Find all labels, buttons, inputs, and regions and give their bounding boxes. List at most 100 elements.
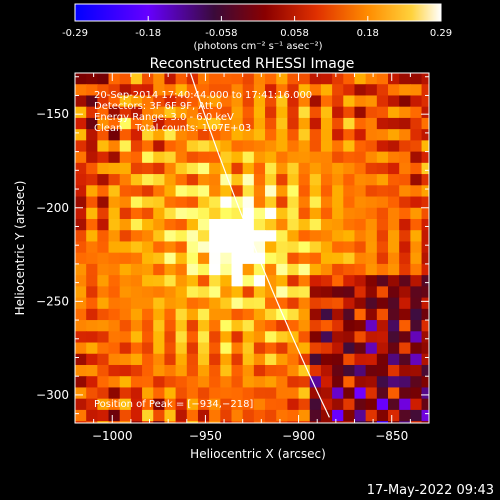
heatmap-cell: [153, 297, 166, 310]
heatmap-cell: [265, 106, 277, 119]
heatmap-cell: [253, 207, 266, 220]
heatmap-cell: [421, 320, 429, 332]
heatmap-cell: [164, 342, 177, 355]
heatmap-cell: [242, 140, 255, 153]
heatmap-cell: [75, 297, 87, 310]
heatmap-cell: [320, 421, 333, 423]
heatmap-cell: [97, 286, 110, 299]
heatmap-cell: [320, 106, 333, 119]
heatmap-cell: [97, 117, 110, 130]
heatmap-cell: [153, 174, 166, 186]
heatmap-cell: [399, 252, 411, 265]
heatmap-cell: [265, 353, 277, 366]
heatmap-cell: [142, 241, 154, 254]
heatmap-cell: [242, 320, 255, 332]
heatmap-cell: [265, 308, 277, 321]
heatmap-cell: [343, 106, 356, 119]
heatmap-cell: [376, 376, 389, 389]
heatmap-cell: [220, 387, 233, 400]
heatmap-cell: [388, 364, 400, 377]
heatmap-cell: [421, 353, 429, 366]
heatmap-cell: [209, 84, 221, 97]
heatmap-cell: [376, 409, 389, 422]
heatmap-cell: [164, 275, 177, 287]
heatmap-cell: [343, 263, 356, 276]
heatmap-cell: [186, 151, 199, 164]
heatmap-cell: [153, 117, 166, 130]
heatmap-cell: [97, 331, 110, 344]
heatmap-cell: [186, 117, 199, 130]
heatmap-cell: [376, 421, 389, 423]
heatmap-cell: [242, 252, 255, 265]
heatmap-cell: [298, 308, 311, 321]
heatmap-cell: [153, 398, 166, 411]
heatmap-cell: [242, 230, 255, 243]
heatmap-cell: [265, 230, 277, 243]
heatmap-cell: [410, 320, 423, 332]
heatmap-cell: [75, 241, 87, 254]
heatmap-cell: [399, 140, 411, 153]
heatmap-cell: [332, 162, 344, 175]
heatmap-cell: [86, 275, 98, 287]
heatmap-cell: [186, 162, 199, 175]
heatmap-cell: [365, 342, 378, 355]
heatmap-cell: [197, 387, 210, 400]
heatmap-cell: [75, 263, 87, 276]
heatmap-cell: [153, 207, 166, 220]
heatmap-cell: [253, 196, 266, 209]
heatmap-cell: [130, 196, 143, 209]
heatmap-cell: [276, 185, 288, 198]
heatmap-cell: [153, 106, 166, 119]
heatmap-cell: [119, 185, 132, 198]
heatmap-cell: [320, 218, 333, 231]
heatmap-cell: [309, 376, 322, 389]
heatmap-cell: [209, 129, 221, 141]
colorbar-tick-label: 0.29: [430, 28, 452, 39]
heatmap-cell: [209, 398, 221, 411]
heatmap-cell: [186, 263, 199, 276]
heatmap-cell: [175, 331, 188, 344]
heatmap-cell: [86, 162, 98, 175]
heatmap-cell: [86, 353, 98, 366]
heatmap-cell: [343, 364, 356, 377]
heatmap-cell: [97, 196, 110, 209]
heatmap-cell: [75, 252, 87, 265]
heatmap-cell: [231, 95, 244, 108]
heatmap-cell: [164, 263, 177, 276]
heatmap-cell: [332, 275, 344, 287]
axis-ticks: −1000 −950 −900 −850 −150 −200 −250 −300: [36, 73, 429, 443]
heatmap-cell: [343, 185, 356, 198]
heatmap-cell: [309, 398, 322, 411]
heatmap: [75, 73, 429, 423]
heatmap-cell: [253, 106, 266, 119]
heatmap-cell: [164, 151, 177, 164]
heatmap-cell: [365, 308, 378, 321]
heatmap-cell: [220, 241, 233, 254]
heatmap-cell: [343, 230, 356, 243]
heatmap-cell: [142, 117, 154, 130]
heatmap-cell: [253, 263, 266, 276]
heatmap-cell: [86, 129, 98, 141]
heatmap-cell: [298, 252, 311, 265]
heatmap-cell: [298, 84, 311, 97]
heatmap-cell: [186, 320, 199, 332]
heatmap-cell: [388, 230, 400, 243]
heatmap-cell: [410, 398, 423, 411]
heatmap-cell: [175, 421, 188, 423]
heatmap-cell: [242, 409, 255, 422]
heatmap-cell: [119, 140, 132, 153]
heatmap-cell: [186, 387, 199, 400]
heatmap-cell: [209, 117, 221, 130]
heatmap-cell: [86, 106, 98, 119]
heatmap-cell: [242, 174, 255, 186]
heatmap-cell: [354, 106, 367, 119]
heatmap-cell: [376, 174, 389, 186]
heatmap-cell: [197, 241, 210, 254]
heatmap-cell: [376, 117, 389, 130]
heatmap-cell: [265, 387, 277, 400]
heatmap-cell: [220, 409, 233, 422]
heatmap-cell: [108, 129, 121, 141]
heatmap-cell: [410, 185, 423, 198]
heatmap-cell: [354, 117, 367, 130]
heatmap-cell: [421, 117, 429, 130]
